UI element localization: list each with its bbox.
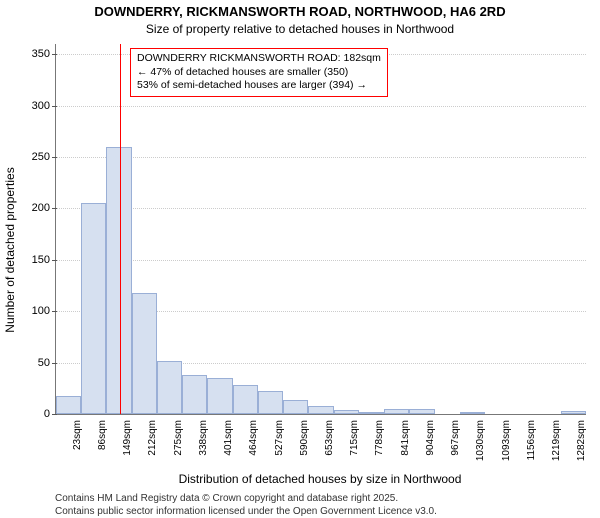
x-tick: 1156sqm (526, 420, 537, 460)
histogram-bar (409, 409, 434, 414)
y-tick: 200 (20, 202, 56, 214)
histogram-bar (359, 412, 384, 414)
x-tick: 23sqm (72, 420, 83, 450)
histogram-bar (334, 410, 359, 414)
x-tick: 715sqm (349, 420, 360, 456)
annotation-line1: DOWNDERRY RICKMANSWORTH ROAD: 182sqm (137, 52, 381, 66)
grid-line (56, 208, 586, 209)
y-tick: 0 (20, 408, 56, 420)
histogram-bar (157, 361, 182, 414)
x-tick: 778sqm (374, 420, 385, 456)
grid-line (56, 260, 586, 261)
x-tick: 590sqm (299, 420, 310, 456)
histogram-bar (460, 412, 485, 414)
x-tick: 275sqm (173, 420, 184, 456)
grid-line (56, 106, 586, 107)
annotation-line3: 53% of semi-detached houses are larger (… (137, 79, 381, 93)
x-tick: 1282sqm (576, 420, 587, 461)
y-axis-label: Number of detached properties (3, 85, 17, 250)
y-tick: 50 (20, 357, 56, 369)
x-tick: 212sqm (147, 420, 158, 456)
histogram-bar (561, 411, 586, 414)
y-tick: 350 (20, 48, 56, 60)
chart-title-main: DOWNDERRY, RICKMANSWORTH ROAD, NORTHWOOD… (0, 4, 600, 19)
histogram-bar (56, 396, 81, 415)
x-tick: 904sqm (425, 420, 436, 456)
x-axis-label: Distribution of detached houses by size … (55, 472, 585, 486)
annotation-box: DOWNDERRY RICKMANSWORTH ROAD: 182sqm ← 4… (130, 48, 388, 97)
histogram-bar (384, 409, 409, 414)
x-tick: 527sqm (274, 420, 285, 456)
x-tick: 1219sqm (551, 420, 562, 461)
chart-container: DOWNDERRY, RICKMANSWORTH ROAD, NORTHWOOD… (0, 0, 600, 500)
y-tick: 100 (20, 305, 56, 317)
annotation-line2: ← 47% of detached houses are smaller (35… (137, 66, 381, 80)
credits: Contains HM Land Registry data © Crown c… (55, 492, 437, 518)
y-tick: 300 (20, 100, 56, 112)
histogram-bar (258, 391, 283, 414)
chart-title-sub: Size of property relative to detached ho… (0, 22, 600, 36)
histogram-bar (283, 400, 308, 414)
x-tick: 401sqm (223, 420, 234, 456)
histogram-bar (207, 378, 232, 414)
marker-line (120, 44, 121, 414)
y-tick: 150 (20, 254, 56, 266)
histogram-bar (233, 385, 258, 414)
x-tick: 464sqm (248, 420, 259, 456)
x-tick: 967sqm (450, 420, 461, 456)
histogram-bar (308, 406, 333, 414)
x-tick: 86sqm (97, 420, 108, 450)
histogram-bar (132, 293, 157, 414)
x-tick: 1030sqm (475, 420, 486, 461)
plot-area: DOWNDERRY RICKMANSWORTH ROAD: 182sqm ← 4… (55, 44, 586, 415)
x-tick: 841sqm (400, 420, 411, 456)
histogram-bar (81, 203, 106, 414)
x-tick: 338sqm (198, 420, 209, 456)
y-tick: 250 (20, 151, 56, 163)
grid-line (56, 157, 586, 158)
x-tick: 149sqm (122, 420, 133, 456)
x-tick: 1093sqm (501, 420, 512, 461)
x-tick: 653sqm (324, 420, 335, 456)
credit-line-2: Contains public sector information licen… (55, 505, 437, 518)
credit-line-1: Contains HM Land Registry data © Crown c… (55, 492, 437, 505)
histogram-bar (182, 375, 207, 414)
